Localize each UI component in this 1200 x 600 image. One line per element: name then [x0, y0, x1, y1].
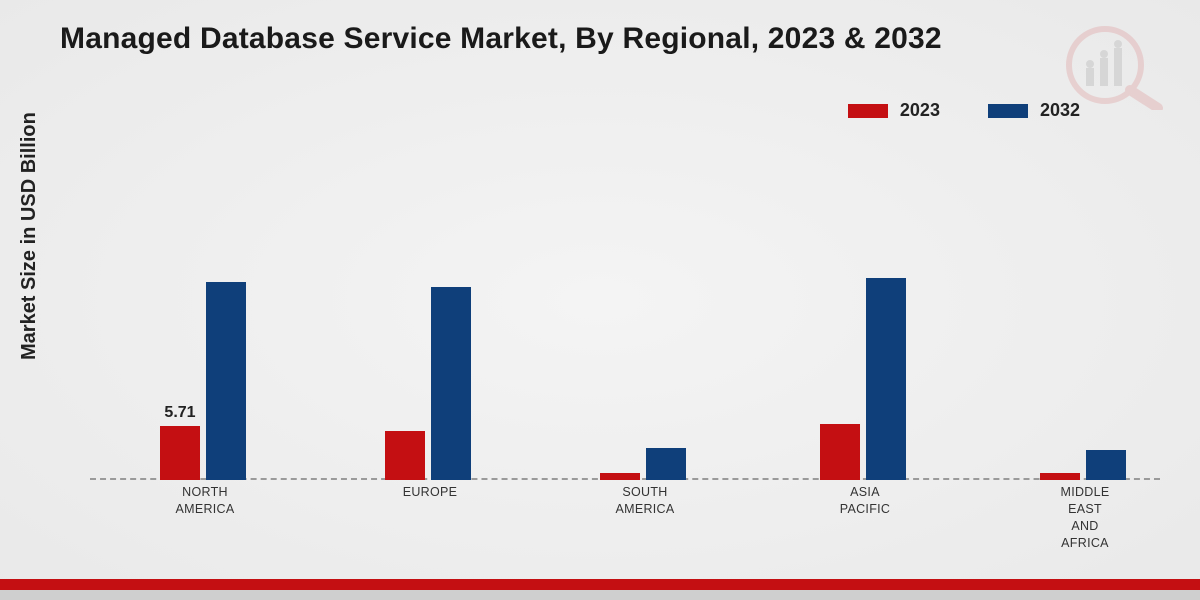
x-tick-label: NORTHAMERICA: [175, 484, 234, 518]
bar-2032: [1086, 450, 1126, 480]
plot-area: 5.71: [90, 160, 1160, 480]
legend-swatch-2023: [848, 104, 888, 118]
chart-canvas: Managed Database Service Market, By Regi…: [0, 0, 1200, 600]
bar-group: [600, 448, 686, 480]
x-tick-label: MIDDLEEASTANDAFRICA: [1060, 484, 1109, 552]
bar-2023: [385, 431, 425, 480]
legend-label-2023: 2023: [900, 100, 940, 121]
brand-logo: [1050, 20, 1170, 110]
bar-group: [385, 287, 471, 480]
legend: 2023 2032: [848, 100, 1080, 121]
footer-bar: [0, 579, 1200, 600]
legend-item-2032: 2032: [988, 100, 1080, 121]
bar-group: 5.71: [160, 282, 246, 480]
bar-2032: [866, 278, 906, 480]
bar-group: [1040, 450, 1126, 480]
bar-2032: [646, 448, 686, 480]
x-axis-labels: NORTHAMERICA EUROPE SOUTHAMERICA ASIAPACIFI…: [90, 484, 1160, 564]
footer-red-stripe: [0, 579, 1200, 590]
bar-group: [820, 278, 906, 480]
bar-2023: [820, 424, 860, 480]
legend-item-2023: 2023: [848, 100, 940, 121]
legend-swatch-2032: [988, 104, 1028, 118]
footer-gray-stripe: [0, 590, 1200, 600]
x-tick-label: SOUTHAMERICA: [615, 484, 674, 518]
y-axis-label: Market Size in USD Billion: [18, 112, 41, 360]
legend-label-2032: 2032: [1040, 100, 1080, 121]
bar-2023: 5.71: [160, 426, 200, 480]
chart-title: Managed Database Service Market, By Regi…: [60, 22, 942, 56]
bar-2032: [206, 282, 246, 480]
x-tick-label: ASIAPACIFIC: [840, 484, 890, 518]
bar-2032: [431, 287, 471, 480]
bar-2023: [1040, 473, 1080, 480]
bar-value-label: 5.71: [164, 404, 195, 422]
bar-2023: [600, 473, 640, 480]
x-tick-label: EUROPE: [403, 484, 458, 501]
